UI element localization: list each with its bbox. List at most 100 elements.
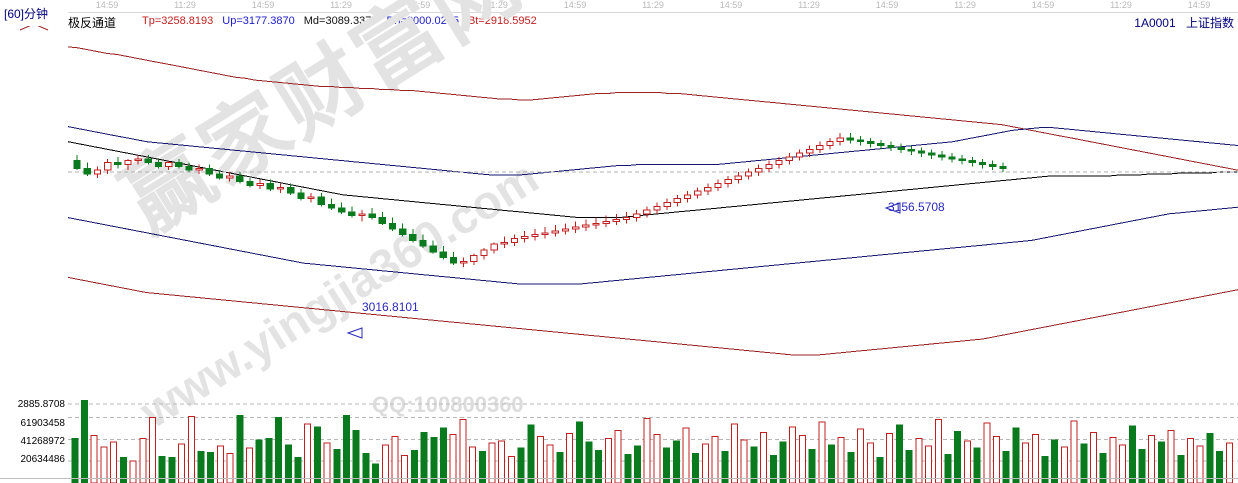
candle	[602, 215, 610, 228]
price-panel[interactable]	[0, 26, 1238, 396]
volume-bar	[595, 449, 603, 483]
volume-bar	[1041, 456, 1049, 483]
candle	[765, 160, 773, 173]
band-line-bt	[67, 276, 1238, 356]
volume-bar	[866, 442, 874, 483]
time-tick: 14:59	[563, 0, 587, 10]
volume-bar	[905, 449, 913, 483]
candle	[205, 164, 213, 176]
volume-bar	[478, 450, 486, 483]
volume-panel[interactable]	[0, 396, 1238, 483]
volume-bar	[498, 440, 506, 483]
candle	[399, 223, 407, 237]
symbol-name: 上证指数	[1185, 16, 1234, 30]
candle	[744, 168, 753, 180]
volume-bar	[236, 415, 244, 483]
volume-bar	[556, 451, 564, 483]
candle	[134, 155, 142, 165]
volume-bar	[711, 436, 719, 483]
candle	[704, 183, 712, 195]
candle	[490, 242, 498, 254]
volume-bar	[760, 431, 768, 483]
volume-bar	[1216, 450, 1224, 483]
candle	[612, 213, 621, 226]
candle	[83, 162, 91, 176]
volume-bar	[440, 427, 447, 483]
volume-bar	[1206, 432, 1214, 483]
candle	[734, 172, 743, 184]
candle	[917, 147, 926, 157]
volume-bar	[313, 426, 321, 483]
volume-bar	[546, 444, 554, 483]
band-line-md	[67, 141, 1238, 219]
candle	[175, 158, 183, 169]
time-axis: 14:59 11:29 14:59 11:29 14:59 11:29 14:59 11:29…	[68, 0, 1238, 13]
candle	[836, 133, 844, 146]
candle	[470, 253, 478, 266]
candle	[572, 221, 580, 233]
volume-bar	[255, 439, 263, 483]
volume-axis-label: 20634486	[20, 454, 66, 465]
candle	[409, 229, 417, 243]
candle	[419, 234, 427, 248]
volume-bar	[226, 453, 234, 483]
candle	[592, 217, 600, 229]
candle	[500, 236, 509, 248]
param-tp: Tp=3258.8193	[142, 15, 214, 27]
swing-high-marker	[884, 202, 901, 214]
candle	[246, 177, 254, 188]
candle	[73, 155, 81, 171]
volume-bar	[876, 457, 884, 483]
panel-separator	[0, 478, 1238, 479]
candle	[154, 158, 163, 169]
volume-bar	[517, 447, 525, 483]
symbol-label[interactable]: 1A0001 上证指数	[1134, 14, 1234, 31]
indicator-name[interactable]: 极反通道	[68, 16, 117, 30]
candle	[958, 155, 966, 165]
volume-bar	[634, 445, 641, 483]
candle	[561, 223, 570, 235]
volume-bar	[566, 432, 574, 483]
volume-bar	[973, 447, 981, 483]
volume-bar	[740, 439, 748, 483]
volume-bar	[682, 427, 690, 483]
candle	[185, 162, 193, 173]
candle	[826, 137, 834, 150]
volume-bar	[963, 440, 971, 483]
volume-bar	[857, 428, 865, 483]
volume-bar	[420, 431, 428, 483]
candle	[144, 155, 152, 165]
candle	[226, 172, 234, 182]
volume-bar	[294, 457, 302, 483]
volume-bar	[100, 446, 108, 483]
candle	[215, 170, 224, 180]
volume-bar	[643, 418, 651, 483]
time-tick: 14:59	[719, 0, 743, 10]
volume-bar	[808, 448, 816, 483]
volume-axis-labels: 2885.8708 61903458 41268972 20634486	[0, 396, 68, 483]
volume-bar	[692, 453, 700, 483]
volume-bar	[449, 434, 457, 483]
candle	[541, 227, 549, 239]
candle	[724, 175, 732, 188]
volume-bar	[944, 454, 952, 483]
volume-bar	[614, 429, 622, 483]
candle	[236, 172, 244, 184]
volume-bar	[110, 441, 118, 483]
param-md: Md=3089.3377	[303, 15, 378, 27]
volume-bar	[1138, 448, 1146, 483]
volume-bar	[575, 421, 583, 483]
param-up: Up=3177.3870	[222, 15, 295, 27]
candle	[683, 191, 692, 203]
time-tick: 11:29	[954, 0, 976, 10]
candle	[124, 158, 132, 171]
candle	[663, 198, 671, 211]
volume-bar	[90, 435, 98, 483]
candle	[378, 211, 387, 226]
volume-bar	[246, 447, 253, 483]
candle	[480, 248, 488, 260]
volume-bar	[275, 417, 283, 483]
candle	[439, 246, 448, 260]
volume-bar	[488, 442, 496, 483]
